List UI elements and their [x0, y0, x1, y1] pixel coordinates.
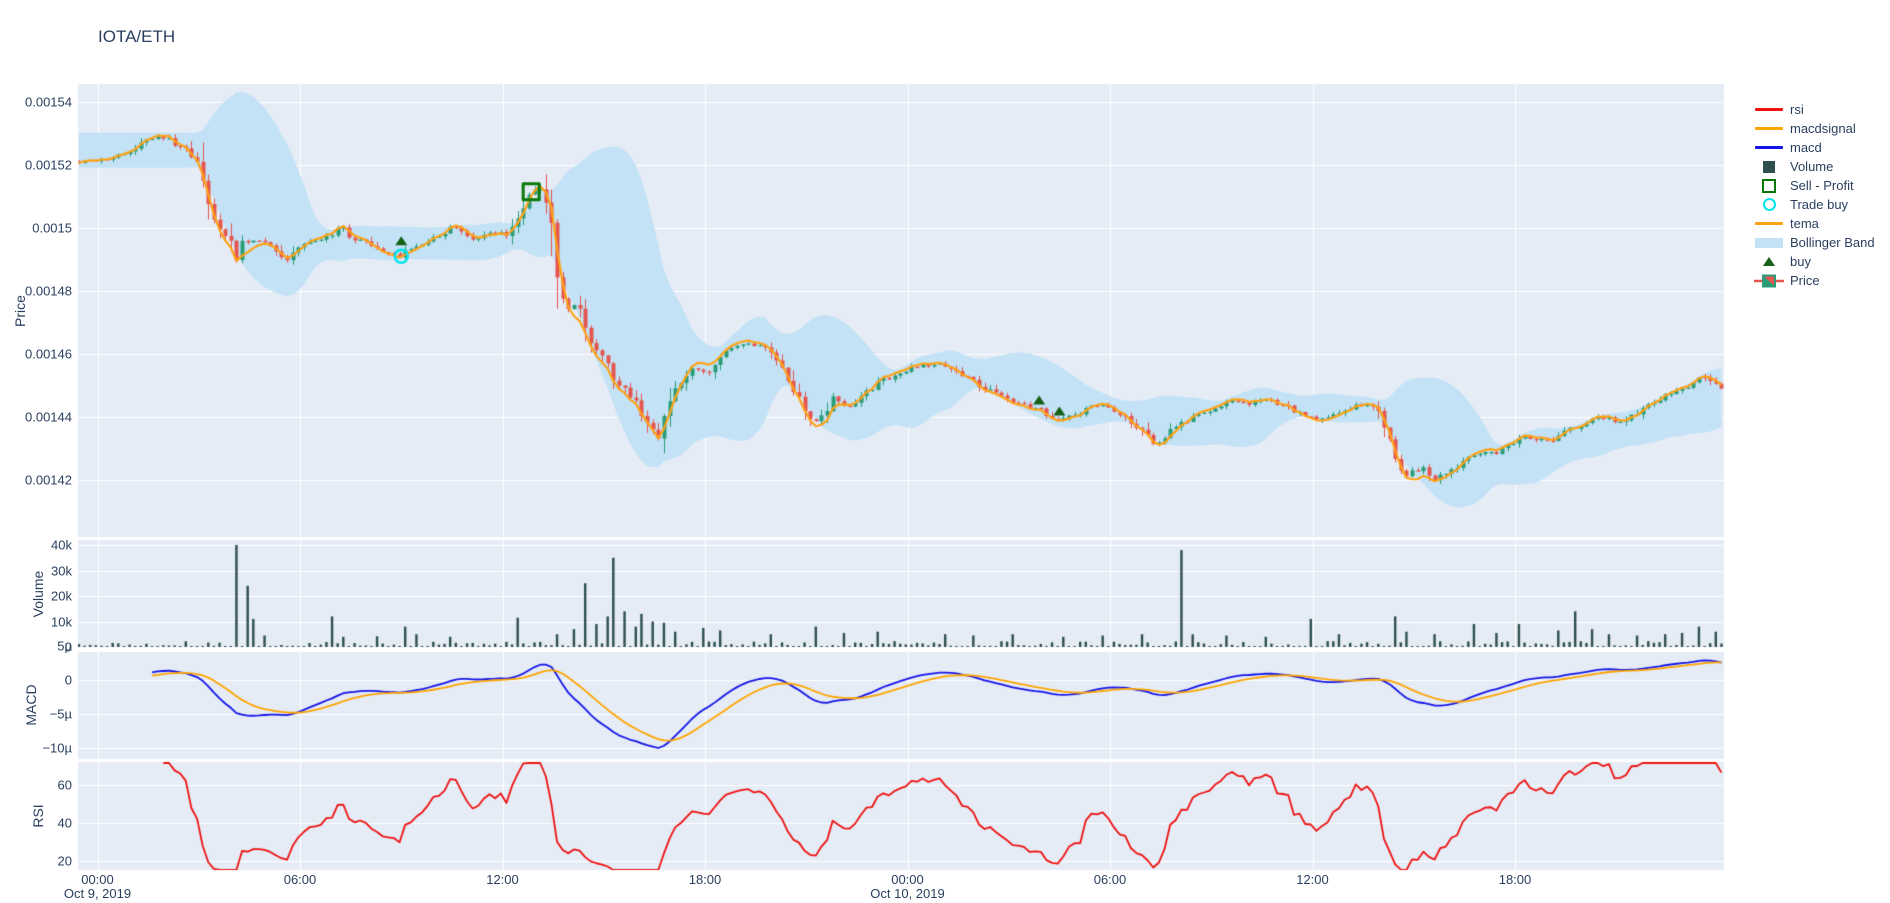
legend-item-macdsignal[interactable]: macdsignal — [1752, 119, 1875, 138]
price-axis-title: Price — [12, 295, 28, 327]
legend-label: buy — [1790, 254, 1811, 269]
volume-tick-20k: 20k — [51, 588, 72, 604]
bollinger-band-icon — [1752, 237, 1786, 248]
legend-label: macd — [1790, 140, 1822, 155]
price-tick-0.00144: 0.00144 — [25, 409, 72, 425]
x-tick-06:00: 06:00 — [1093, 872, 1127, 887]
volume-tick-0: 0 — [64, 639, 72, 655]
legend-label: Price — [1790, 273, 1820, 288]
legend-label: macdsignal — [1790, 121, 1856, 136]
x-tick-date: Oct 9, 2019 — [63, 886, 132, 901]
page-title: IOTA/ETH — [98, 27, 176, 46]
buy-icon — [1752, 257, 1786, 266]
volume-tick-10k: 10k — [51, 614, 72, 629]
rsi-tick-60: 60 — [57, 777, 72, 793]
x-tick-06:00: 06:00 — [283, 872, 317, 887]
legend-item-trade-buy[interactable]: Trade buy — [1752, 195, 1875, 214]
trade-buy-icon — [1752, 198, 1786, 211]
volume-tick-30k: 30k — [51, 563, 72, 578]
volume-icon — [1752, 160, 1786, 173]
legend-label: Trade buy — [1790, 197, 1849, 212]
legend-label: Sell - Profit — [1790, 178, 1854, 193]
legend-label: rsi — [1790, 102, 1804, 117]
legend-label: Volume — [1790, 159, 1834, 174]
tema-icon — [1752, 222, 1786, 225]
macd-tick-−5µ: −5µ — [49, 706, 72, 722]
price-tick-0.00146: 0.00146 — [25, 346, 72, 362]
legend-label: Bollinger Band — [1790, 235, 1875, 250]
x-tick-18:00: 18:00 — [1498, 872, 1532, 887]
price-tick-0.00154: 0.00154 — [25, 94, 72, 110]
rsi-tick-20: 20 — [57, 853, 72, 869]
legend-item-bollinger-band[interactable]: Bollinger Band — [1752, 233, 1875, 252]
legend-item-volume[interactable]: Volume — [1752, 157, 1875, 176]
price-tick-0.00148: 0.00148 — [25, 283, 72, 299]
macd-tick-0: 0 — [64, 672, 72, 688]
x-tick-date: Oct 10, 2019 — [870, 886, 945, 901]
macd-tick-5µ: 5µ — [57, 638, 72, 654]
volume-tick-40k: 40k — [51, 537, 72, 553]
legend-label: tema — [1790, 216, 1819, 231]
legend-item-tema[interactable]: tema — [1752, 214, 1875, 233]
legend-item-sell-profit[interactable]: Sell - Profit — [1752, 176, 1875, 195]
price-tick-0.00152: 0.00152 — [25, 157, 72, 173]
legend: rsi macdsignal macd Volume Sell - Profit Trad… — [1752, 100, 1875, 290]
rsi-icon — [1752, 108, 1786, 111]
price-tick-0.00142: 0.00142 — [25, 472, 72, 488]
sell-profit-icon — [1752, 178, 1786, 193]
rsi-tick-40: 40 — [57, 815, 72, 831]
x-tick-00:00: 00:00 — [81, 872, 114, 887]
legend-item-buy[interactable]: buy — [1752, 252, 1875, 271]
legend-item-rsi[interactable]: rsi — [1752, 100, 1875, 119]
x-tick-18:00: 18:00 — [688, 872, 722, 887]
macd-tick-−10µ: −10µ — [42, 740, 72, 756]
legend-item-macd[interactable]: macd — [1752, 138, 1875, 157]
legend-item-price[interactable]: Price — [1752, 271, 1875, 290]
macd-icon — [1752, 146, 1786, 149]
x-tick-12:00: 12:00 — [486, 872, 519, 887]
x-tick-00:00: 00:00 — [891, 872, 924, 887]
price-icon — [1752, 273, 1786, 289]
x-tick-12:00: 12:00 — [1296, 872, 1329, 887]
price-tick-0.0015: 0.0015 — [32, 220, 72, 236]
macdsignal-icon — [1752, 127, 1786, 130]
